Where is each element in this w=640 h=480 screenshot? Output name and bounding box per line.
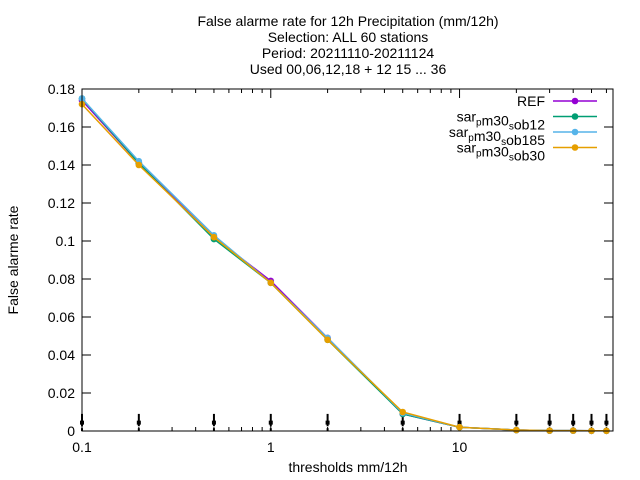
title-line-1: False alarme rate for 12h Precipitation … <box>197 13 498 29</box>
threshold-marker-point <box>589 420 594 425</box>
y-tick-label: 0.08 <box>48 271 75 287</box>
data-point <box>135 161 143 169</box>
chart-title: False alarme rate for 12h Precipitation … <box>197 13 498 77</box>
threshold-marker-point <box>457 420 462 425</box>
y-tick-label: 0.12 <box>48 195 75 211</box>
x-axis-label: thresholds mm/12h <box>288 459 407 475</box>
legend-label: REF <box>517 93 545 109</box>
data-point <box>399 408 407 416</box>
threshold-marker-point <box>136 420 141 425</box>
plot-frame <box>81 88 614 432</box>
threshold-marker-point <box>325 420 330 425</box>
legend-label: sarpm30sob12 <box>457 109 546 133</box>
data-point <box>267 279 275 287</box>
x-tick-label: 1 <box>267 439 275 455</box>
threshold-marker-point <box>571 420 576 425</box>
title-line-3: Period: 20211110-20211124 <box>262 45 435 61</box>
legend-label: sarpm30sob30 <box>457 140 546 164</box>
legend-marker <box>571 113 579 120</box>
y-tick-label: 0 <box>67 423 75 439</box>
title-line-2: Selection: ALL 60 stations <box>268 29 429 45</box>
data-point <box>456 423 463 431</box>
legend-marker <box>571 144 579 151</box>
y-axis-label: False alarme rate <box>5 205 21 314</box>
threshold-marker-point <box>400 420 405 425</box>
threshold-marker-point <box>604 420 609 425</box>
y-tick-label: 0.14 <box>48 157 75 173</box>
x-tick-label: 0.1 <box>72 439 92 455</box>
y-tick-label: 0.02 <box>48 385 75 401</box>
x-tick-label: 10 <box>452 439 468 455</box>
data-point <box>513 426 520 434</box>
y-tick-label: 0.18 <box>48 81 75 97</box>
threshold-marker-point <box>268 420 273 425</box>
y-tick-label: 0.16 <box>48 119 75 135</box>
y-tick-label: 0.04 <box>48 347 75 363</box>
axis-ticks: 0 0.02 0.04 0.06 0.08 0.1 0.12 0.14 0.16 0.18 0.1 1… <box>48 81 613 455</box>
threshold-markers <box>80 413 609 431</box>
data-point <box>324 336 331 344</box>
threshold-marker-point <box>211 420 216 425</box>
legend-marker <box>571 128 579 136</box>
data-point <box>210 233 218 241</box>
y-tick-label: 0.1 <box>56 233 76 249</box>
legend-marker <box>571 97 579 105</box>
title-line-4: Used 00,06,12,18 + 12 15 ... 36 <box>250 61 447 77</box>
threshold-marker-point <box>547 420 552 425</box>
y-tick-label: 0.06 <box>48 309 75 325</box>
threshold-marker-point <box>514 420 519 425</box>
legend-label: sarpm30sob185 <box>449 124 545 148</box>
